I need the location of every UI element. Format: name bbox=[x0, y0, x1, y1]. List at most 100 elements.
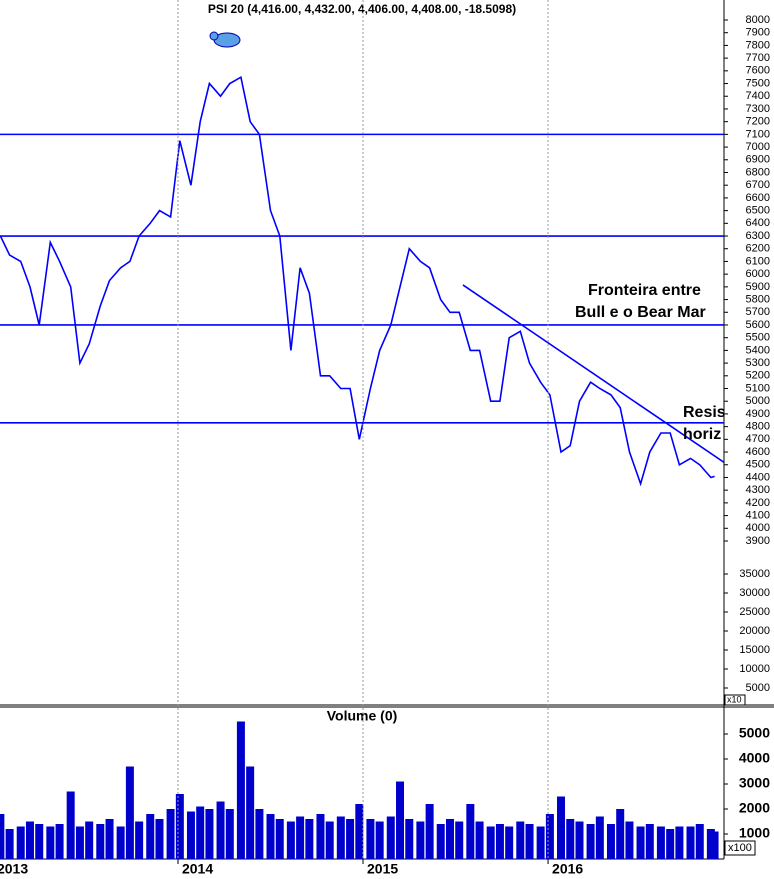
y-tick-label: 6900 bbox=[746, 154, 770, 166]
y-tick-label: 4300 bbox=[746, 484, 770, 496]
volume-bar bbox=[105, 819, 114, 859]
y-tick-label: 6300 bbox=[746, 230, 770, 242]
y2-tick-label: 35000 bbox=[739, 568, 770, 580]
volume-bar bbox=[486, 826, 495, 859]
volume-bar bbox=[5, 829, 14, 859]
y-tick-label: 4600 bbox=[746, 446, 770, 458]
annotation: horiz bbox=[683, 426, 721, 443]
volume-bar bbox=[525, 824, 534, 859]
volume-bar bbox=[186, 811, 195, 859]
y-tick-label: 3000 bbox=[739, 775, 770, 791]
volume-bar bbox=[116, 826, 125, 859]
y-tick-label: 5700 bbox=[746, 306, 770, 318]
y2-tick-label: 15000 bbox=[739, 644, 770, 656]
y-tick-label: 4400 bbox=[746, 471, 770, 483]
volume-bar bbox=[536, 826, 545, 859]
y-tick-label: 7100 bbox=[746, 128, 770, 140]
volume-bar bbox=[495, 824, 504, 859]
chart-title: PSI 20 (4,416.00, 4,432.00, 4,406.00, 4,… bbox=[208, 2, 516, 16]
y-tick-label: 7300 bbox=[746, 103, 770, 115]
volume-bar bbox=[686, 826, 695, 859]
volume-bar bbox=[475, 821, 484, 859]
volume-bar bbox=[75, 826, 84, 859]
bear-icon bbox=[209, 31, 241, 48]
volume-bar bbox=[556, 796, 565, 859]
volume-bar bbox=[436, 824, 445, 859]
y-tick-label: 6000 bbox=[746, 268, 770, 280]
volume-bar bbox=[375, 821, 384, 859]
volume-bar bbox=[386, 816, 395, 859]
volume-bar bbox=[216, 801, 225, 859]
volume-bar bbox=[236, 721, 245, 859]
y-tick-label: 2000 bbox=[739, 800, 770, 816]
volume-bar bbox=[455, 821, 464, 859]
volume-bar bbox=[205, 809, 214, 859]
y-tick-label: 4900 bbox=[746, 408, 770, 420]
scale-label-box bbox=[724, 694, 746, 706]
volume-bar bbox=[196, 806, 205, 859]
y-tick-label: 4500 bbox=[746, 459, 770, 471]
volume-bar bbox=[16, 826, 25, 859]
y-tick-label: 3900 bbox=[746, 535, 770, 547]
y-tick-label: 5900 bbox=[746, 281, 770, 293]
volume-bar bbox=[516, 821, 525, 859]
volume-bar bbox=[645, 824, 654, 859]
volume-bar bbox=[416, 821, 425, 859]
volume-bar bbox=[175, 794, 184, 859]
y-tick-label: 4700 bbox=[746, 433, 770, 445]
y-tick-label: 4800 bbox=[746, 421, 770, 433]
y-tick-label: 6200 bbox=[746, 243, 770, 255]
volume-bar bbox=[355, 804, 364, 859]
volume-plot bbox=[0, 721, 719, 859]
volume-bar bbox=[396, 781, 405, 859]
volume-bar bbox=[55, 824, 64, 859]
y-tick-label: 5300 bbox=[746, 357, 770, 369]
y-tick-label: 5400 bbox=[746, 344, 770, 356]
y-tick-label: 8000 bbox=[746, 14, 770, 26]
volume-bar bbox=[125, 766, 134, 859]
y-tick-label: 5000 bbox=[746, 395, 770, 407]
volume-bar bbox=[225, 809, 234, 859]
y-tick-label: 7900 bbox=[746, 27, 770, 39]
volume-bar bbox=[66, 791, 75, 859]
y-tick-label: 7400 bbox=[746, 90, 770, 102]
volume-bar bbox=[25, 821, 34, 859]
volume-bar bbox=[505, 826, 514, 859]
annotation: Fronteira entre bbox=[588, 282, 701, 299]
y-tick-label: 5800 bbox=[746, 293, 770, 305]
y-tick-label: 4200 bbox=[746, 497, 770, 509]
volume-bar bbox=[246, 766, 255, 859]
price-plot: Fronteira entre Bull e o Bear Mar Resis hor… bbox=[0, 75, 724, 487]
volume-bar bbox=[675, 826, 684, 859]
volume-bar bbox=[606, 824, 615, 859]
volume-bar bbox=[625, 821, 634, 859]
y-tick-label: 6700 bbox=[746, 179, 770, 191]
x-tick-label: 2016 bbox=[552, 861, 583, 877]
y-tick-label: 5000 bbox=[739, 725, 770, 741]
volume-bar bbox=[695, 824, 704, 859]
y-tick-label: 7000 bbox=[746, 141, 770, 153]
volume-bar bbox=[405, 819, 414, 859]
y-tick-label: 6800 bbox=[746, 166, 770, 178]
y-tick-label: 5500 bbox=[746, 332, 770, 344]
scale-label: x100 bbox=[728, 842, 752, 854]
y-tick-label: 6500 bbox=[746, 205, 770, 217]
y-tick-label: 5200 bbox=[746, 370, 770, 382]
volume-bar bbox=[0, 814, 5, 859]
x-tick-label: 2014 bbox=[182, 861, 213, 877]
volume-bar bbox=[666, 829, 675, 859]
volume-bar bbox=[325, 821, 334, 859]
volume-bar bbox=[595, 816, 604, 859]
volume-bar bbox=[545, 814, 554, 859]
volume-bar bbox=[636, 826, 645, 859]
volume-bar bbox=[336, 816, 345, 859]
y-tick-label: 4000 bbox=[739, 750, 770, 766]
volume-bar bbox=[445, 819, 454, 859]
x-tick-label: 2013 bbox=[0, 861, 28, 877]
y-tick-label: 7700 bbox=[746, 52, 770, 64]
volume-bar bbox=[46, 826, 55, 859]
volume-bar bbox=[286, 821, 295, 859]
scale-label-box bbox=[724, 840, 756, 856]
